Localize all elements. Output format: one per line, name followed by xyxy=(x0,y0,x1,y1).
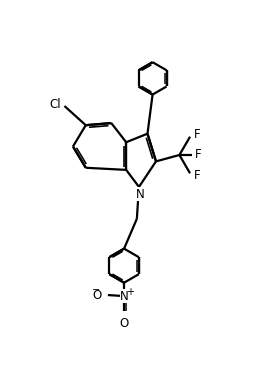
Text: F: F xyxy=(194,128,200,142)
Text: F: F xyxy=(194,168,200,182)
Text: N: N xyxy=(120,290,129,303)
Text: O: O xyxy=(119,317,129,330)
Text: +: + xyxy=(125,287,134,297)
Text: O: O xyxy=(92,289,101,301)
Text: F: F xyxy=(195,149,202,161)
Text: N: N xyxy=(135,188,144,201)
Text: Cl: Cl xyxy=(50,98,61,111)
Text: −: − xyxy=(92,285,100,295)
